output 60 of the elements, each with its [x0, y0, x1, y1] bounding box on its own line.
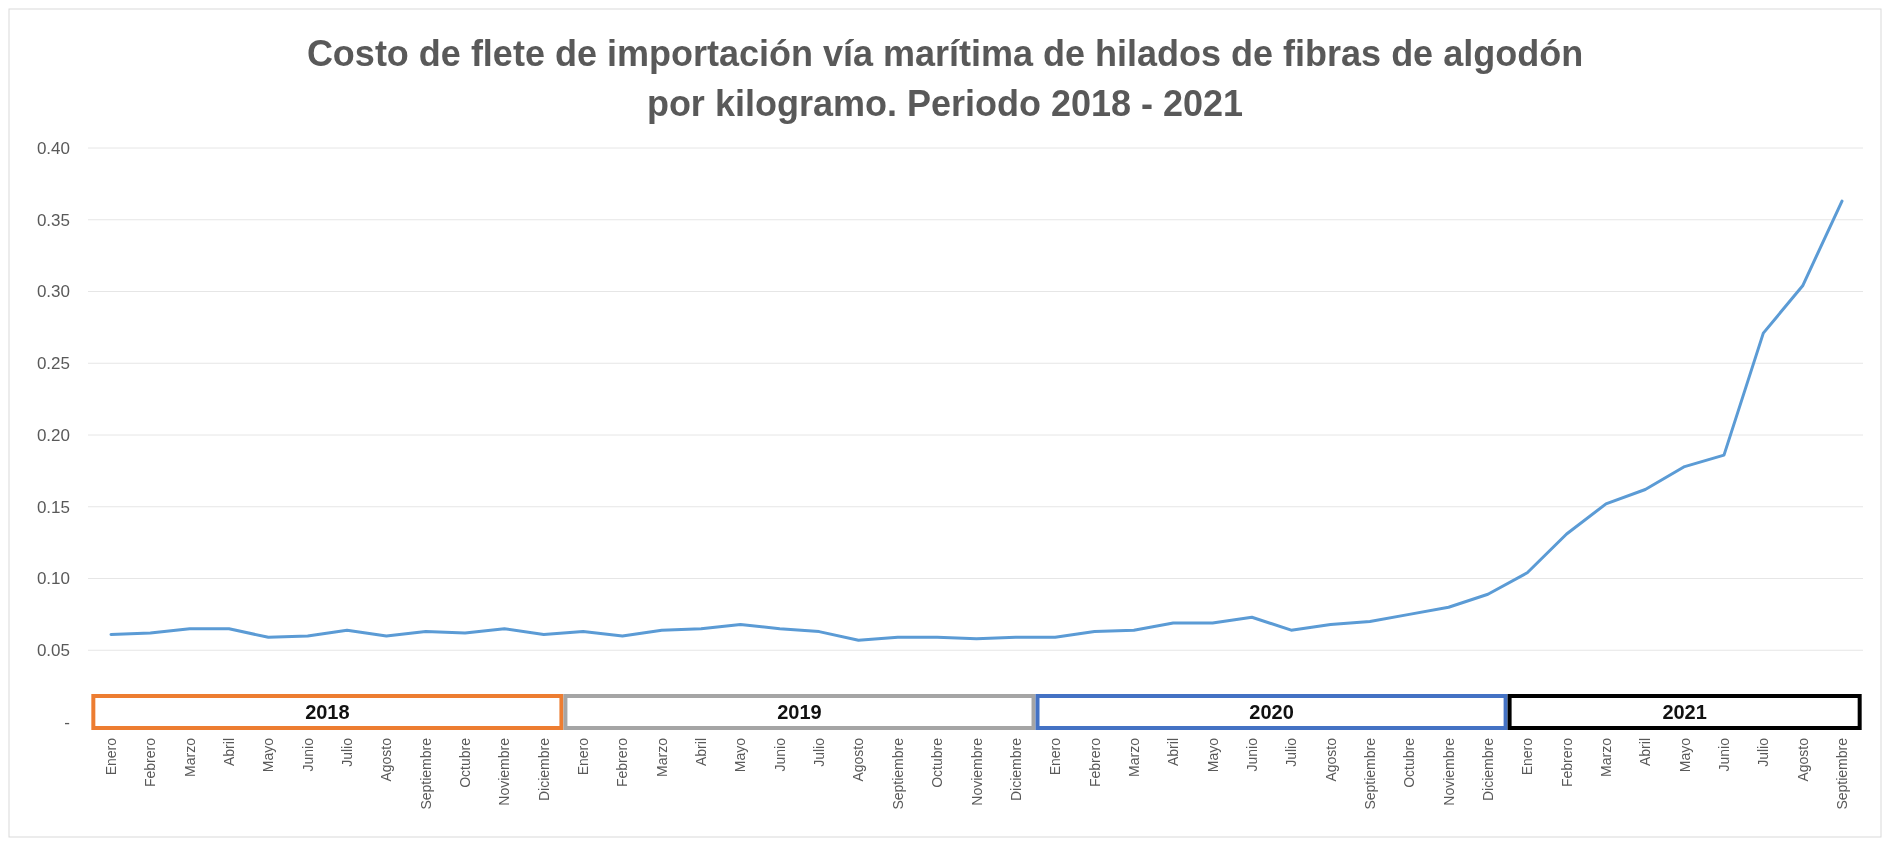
x-tick-label: Julio	[1283, 737, 1300, 767]
x-tick-label: Octubre	[929, 737, 946, 788]
x-tick-label: Enero	[103, 737, 119, 776]
x-tick-label: Octubre	[1401, 737, 1418, 788]
y-tick-label: 0.15	[36, 497, 70, 517]
x-tick-label: Mayo	[732, 737, 749, 773]
y-tick-label: 0.05	[36, 641, 70, 661]
x-tick-label: Febrero	[1086, 737, 1103, 788]
x-tick-label: Enero	[1519, 737, 1536, 776]
y-tick-label: 0.10	[36, 569, 70, 589]
x-tick-label: Mayo	[1676, 737, 1693, 773]
x-tick-label: Septiembre	[1361, 737, 1378, 810]
x-tick-label: Febrero	[1558, 737, 1575, 788]
line-series	[109, 199, 1844, 642]
x-tick-label: Octubre	[457, 737, 474, 788]
x-tick-label: Mayo	[1204, 737, 1221, 773]
x-tick-label: Diciembre	[1479, 737, 1496, 802]
y-tick-label: 0.20	[36, 425, 70, 445]
x-tick-label: Agosto	[1794, 737, 1811, 782]
x-tick-label: Marzo	[181, 737, 198, 777]
annotation: 2020	[1249, 701, 1294, 724]
x-tick-label: Marzo	[653, 737, 670, 777]
x-tick-label: Marzo	[1597, 737, 1614, 777]
x-tick-label: Diciembre	[535, 737, 552, 802]
x-tick-label: Abril	[693, 738, 710, 767]
annotation: 2018	[305, 701, 350, 724]
x-tick-label: Febrero	[142, 737, 159, 788]
x-tick-label: Septiembre	[1834, 737, 1850, 810]
x-tick-label: Diciembre	[1007, 737, 1024, 802]
x-tick-label: Enero	[575, 737, 592, 776]
x-tick-label: Julio	[339, 737, 356, 767]
x-tick-label: Marzo	[1125, 737, 1142, 777]
x-tick-label: Julio	[1755, 737, 1772, 767]
x-tick-label: Junio	[299, 737, 316, 772]
y-tick-label: 0.25	[36, 354, 70, 374]
x-tick-label: Enero	[1047, 737, 1064, 776]
x-tick-label: Agosto	[850, 737, 867, 782]
y-tick-label: 0.40	[36, 138, 70, 158]
x-tick-label: Junio	[771, 737, 788, 772]
x-tick-label: Septiembre	[417, 737, 434, 810]
x-tick-label: Noviembre	[496, 737, 513, 806]
x-tick-label: Junio	[1243, 737, 1260, 772]
x-tick-label: Julio	[811, 737, 828, 767]
x-tick-label: Agosto	[378, 737, 395, 782]
y-tick-label: 0.35	[36, 210, 70, 230]
x-tick-label: Abril	[1165, 738, 1182, 767]
x-tick-label: Noviembre	[968, 737, 985, 806]
chart-title: Costo de flete de importación vía marítima de hilados de fibras de algodón por kilogramo. Periodo 2018 - 2021	[306, 33, 1584, 124]
x-tick-label: Febrero	[614, 737, 631, 788]
x-tick-label: Noviembre	[1440, 737, 1457, 806]
annotation: 2019	[777, 701, 822, 724]
x-tick-label: Abril	[221, 738, 238, 767]
y-tick-label: 0.30	[36, 282, 70, 302]
y-tick-label: -	[64, 712, 70, 732]
x-tick-label: Mayo	[260, 737, 277, 773]
x-tick-label: Agosto	[1322, 737, 1339, 782]
x-tick-label: Abril	[1637, 738, 1654, 767]
annotation: 2021	[1662, 701, 1707, 724]
x-tick-label: Septiembre	[889, 737, 906, 810]
x-tick-label: Junio	[1715, 737, 1732, 772]
